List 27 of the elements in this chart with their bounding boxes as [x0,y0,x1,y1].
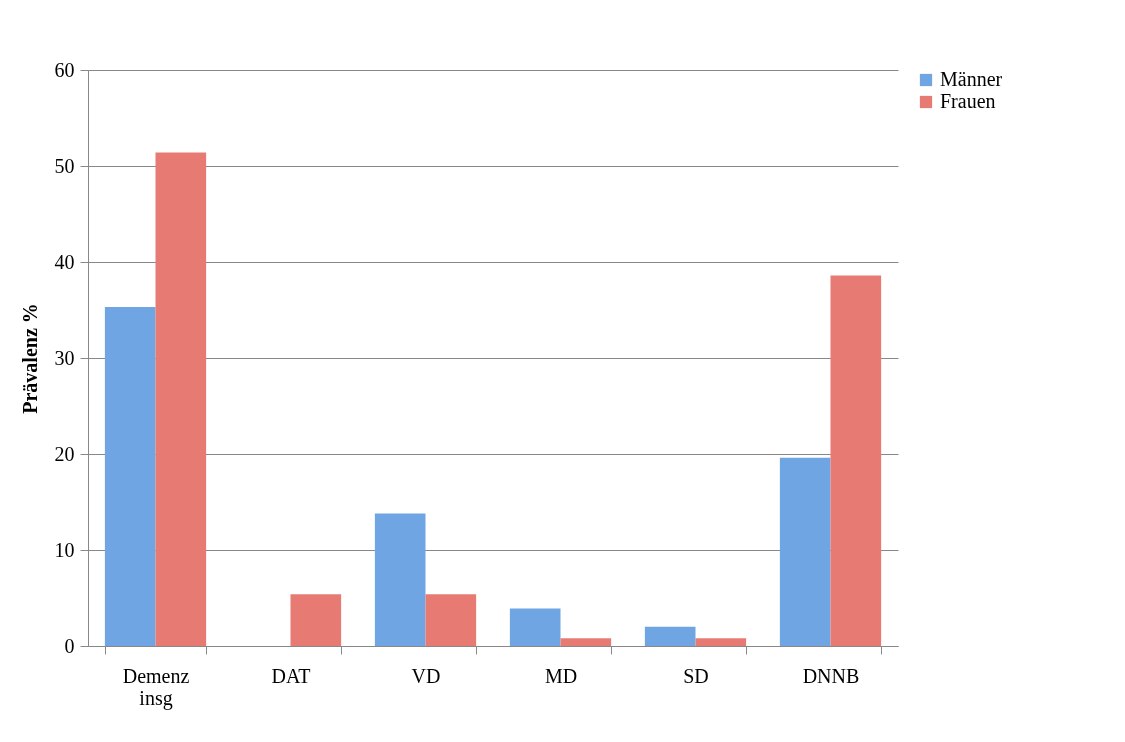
bar [155,152,207,646]
x-tick-label: Demenz insg [122,664,190,710]
y-tick-label: 10 [54,538,75,561]
bar [695,638,747,646]
x-tick-label: DNNB [802,664,860,687]
x-tick-label: DAT [271,664,311,687]
y-tick-label: 50 [54,154,75,177]
bar [104,307,156,646]
bar [290,594,342,646]
bar [830,275,882,646]
y-tick-label: 30 [54,346,75,369]
x-tick-label: SD [683,664,709,687]
bar [560,638,612,646]
y-tick-label: 0 [64,634,75,657]
legend-label: Männer [940,68,1003,90]
bar [509,608,561,646]
bar [644,626,696,646]
x-tick-label: MD [544,664,578,687]
legend-label: Frauen [940,90,996,112]
y-tick-label: 20 [54,442,75,465]
x-tick-label: VD [411,664,441,687]
y-tick-label: 40 [54,250,75,273]
bar [779,457,831,646]
y-axis-title: Prävalenz % [18,303,41,414]
bar [374,513,426,646]
bar [425,594,477,646]
y-tick-label: 60 [54,58,75,81]
